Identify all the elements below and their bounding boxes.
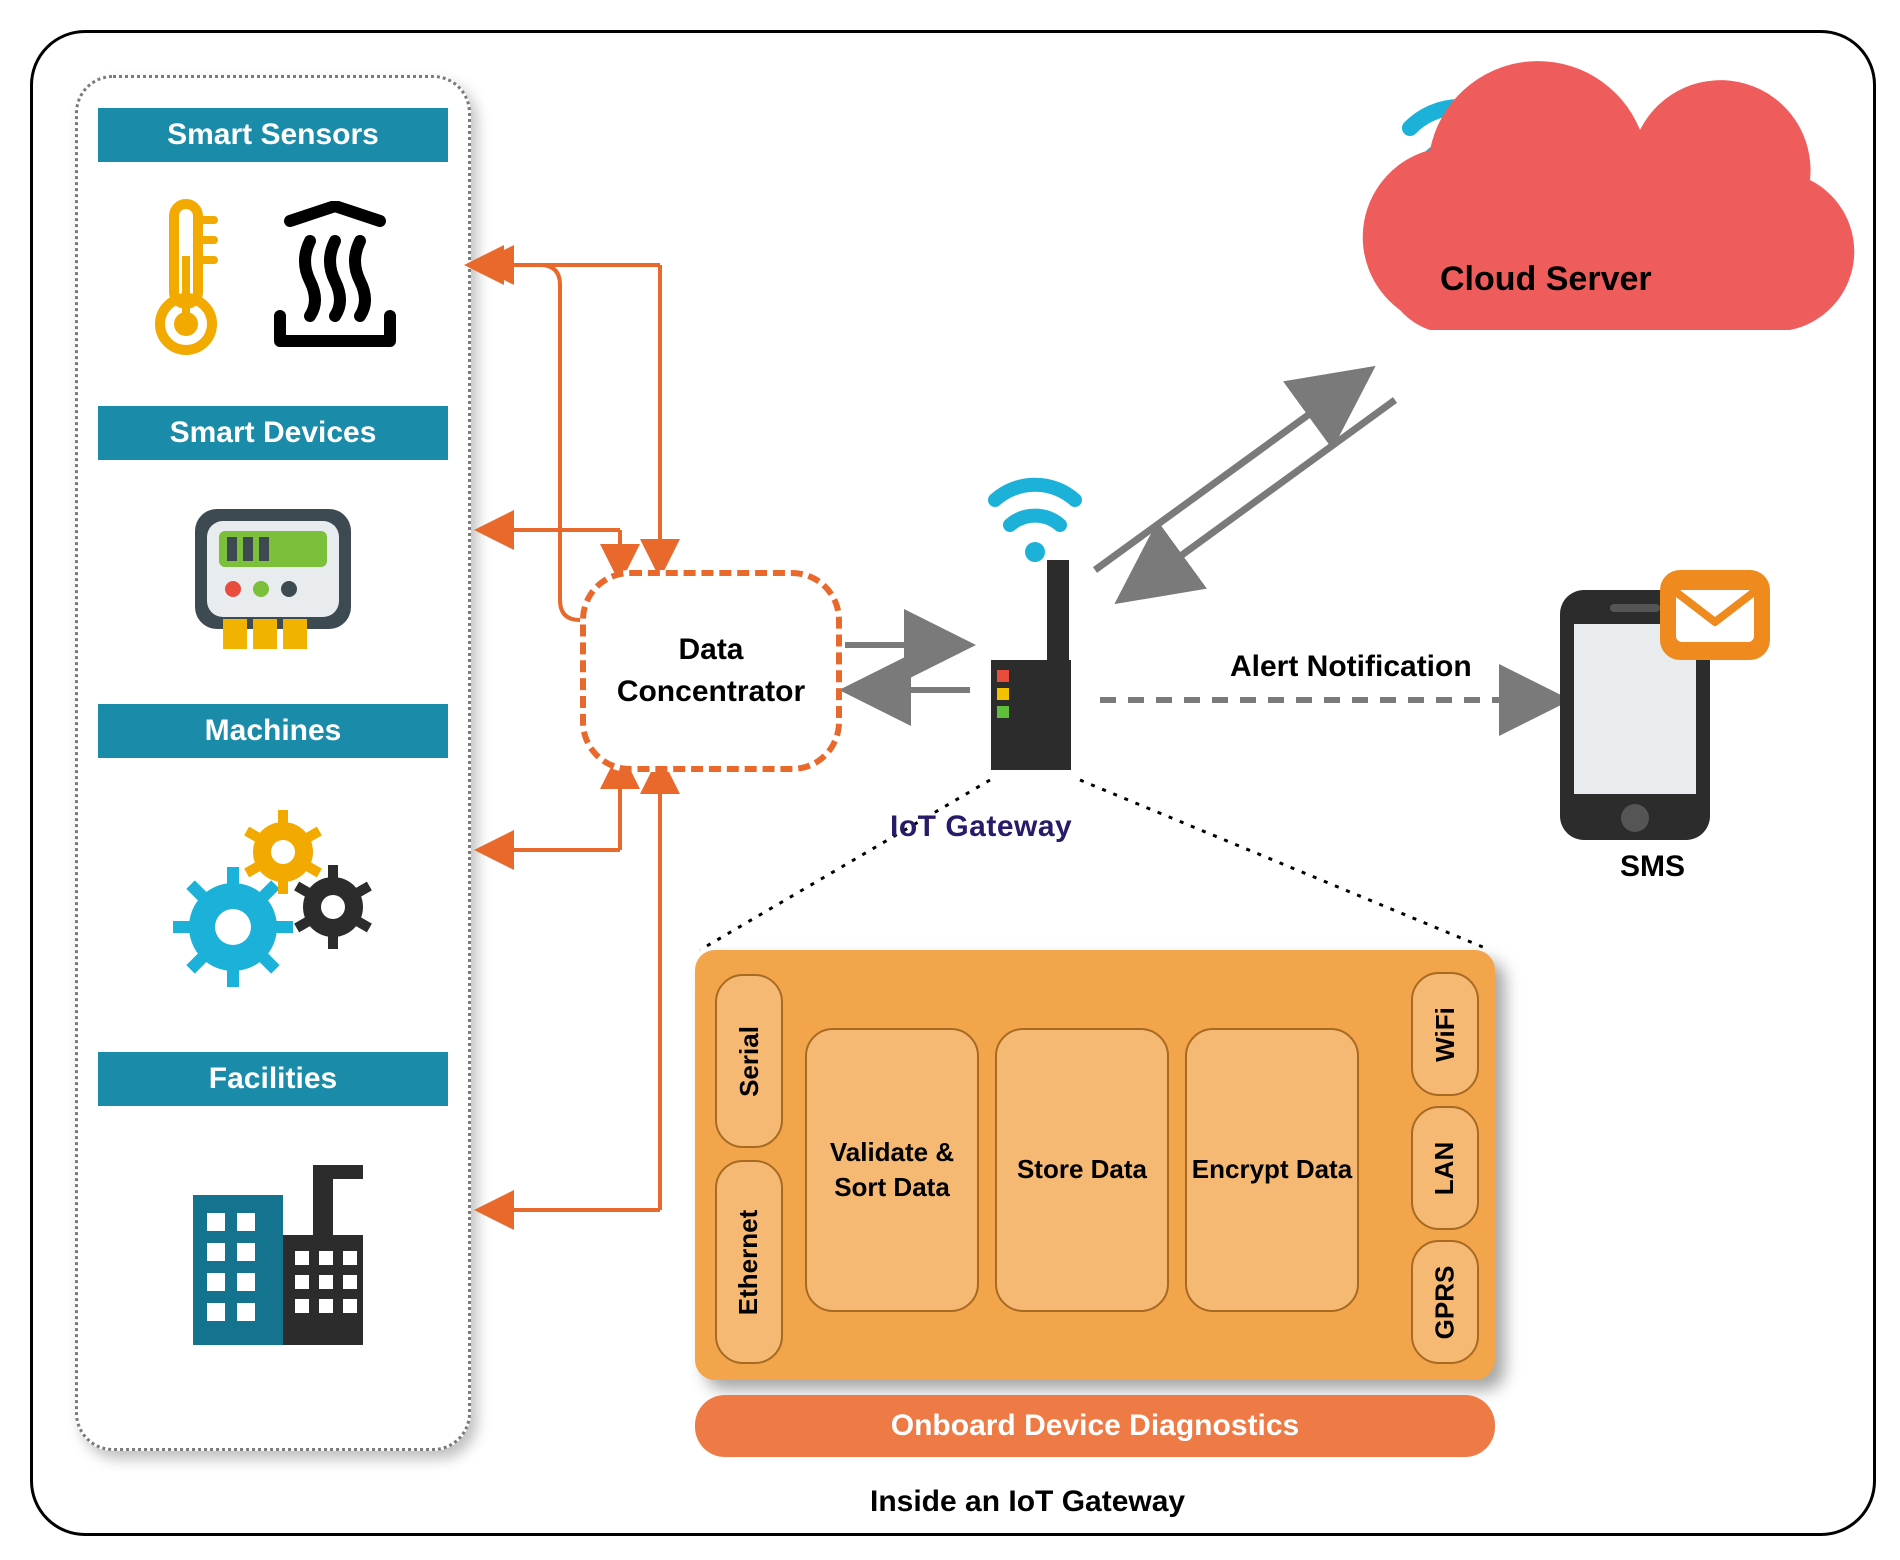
sms-label: SMS <box>1620 850 1685 884</box>
gears-icon <box>163 797 383 997</box>
gw-store-box: Store Data <box>995 1028 1169 1312</box>
gw-encrypt-box: Encrypt Data <box>1185 1028 1359 1312</box>
sensors-icons <box>98 176 448 376</box>
inside-gateway-caption: Inside an IoT Gateway <box>870 1485 1185 1519</box>
gw-serial-box: Serial <box>715 974 783 1148</box>
concentrator-line2: Concentrator <box>617 675 805 708</box>
sidebar-header-devices: Smart Devices <box>98 406 448 460</box>
heater-icon <box>260 201 410 351</box>
gw-gprs-label: GPRS <box>1430 1265 1461 1339</box>
machines-icons <box>98 772 448 1022</box>
facilities-icons <box>98 1120 448 1370</box>
gw-validate-label: Validate & Sort Data <box>807 1135 977 1205</box>
gateway-internals-panel: Serial Ethernet Validate & Sort Data Sto… <box>695 950 1495 1380</box>
gw-serial-label: Serial <box>734 1026 765 1097</box>
gw-ethernet-label: Ethernet <box>734 1209 765 1314</box>
sidebar-header-machines: Machines <box>98 704 448 758</box>
gw-store-label: Store Data <box>1017 1152 1147 1187</box>
data-concentrator-node: Data Concentrator <box>580 570 842 772</box>
cloud-server-label: Cloud Server <box>1440 260 1652 299</box>
diagnostics-bar: Onboard Device Diagnostics <box>695 1395 1495 1457</box>
sidebar-header-facilities: Facilities <box>98 1052 448 1106</box>
gw-encrypt-label: Encrypt Data <box>1192 1152 1352 1187</box>
concentrator-line1: Data <box>678 633 743 666</box>
gw-wifi-box: WiFi <box>1411 972 1479 1096</box>
gw-gprs-box: GPRS <box>1411 1240 1479 1364</box>
devices-icons <box>98 474 448 674</box>
gateway-label: IoT Gateway <box>890 810 1072 844</box>
gw-wifi-label: WiFi <box>1429 1007 1460 1062</box>
buildings-icon <box>163 1135 383 1355</box>
sidebar-header-sensors: Smart Sensors <box>98 108 448 162</box>
diagnostics-label: Onboard Device Diagnostics <box>891 1409 1299 1443</box>
source-sidebar: Smart Sensors Smart Devices <box>75 75 471 1451</box>
alert-notification-label: Alert Notification <box>1230 650 1472 684</box>
gw-validate-box: Validate & Sort Data <box>805 1028 979 1312</box>
thermometer-icon <box>136 196 236 356</box>
gw-lan-label: LAN <box>1430 1141 1461 1194</box>
gw-ethernet-box: Ethernet <box>715 1160 783 1364</box>
gw-lan-box: LAN <box>1411 1106 1479 1230</box>
meter-icon <box>183 489 363 659</box>
